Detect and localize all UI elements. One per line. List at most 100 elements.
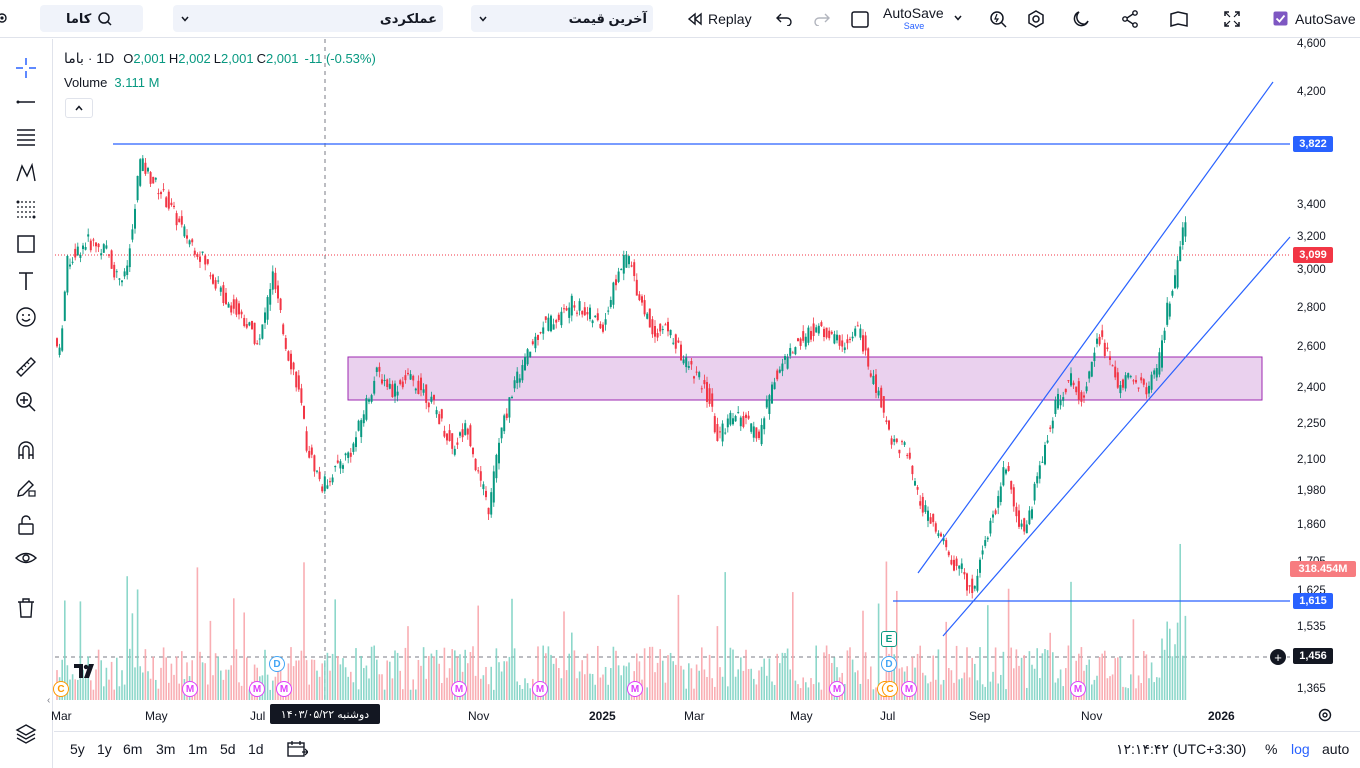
percent-toggle[interactable]: %: [1265, 741, 1278, 757]
event-marker-m[interactable]: M: [901, 681, 917, 697]
pattern-tool[interactable]: [10, 158, 42, 188]
candle-body: [524, 357, 526, 371]
volume-bar: [610, 668, 612, 700]
candle-body: [937, 533, 940, 537]
timeframe-button[interactable]: 5y: [70, 741, 85, 757]
line-icon: [14, 90, 38, 114]
indicator-select[interactable]: عملکردی: [173, 5, 443, 32]
layout-checkbox[interactable]: [850, 5, 870, 32]
undo-button[interactable]: [775, 5, 793, 32]
event-marker-m[interactable]: M: [532, 681, 548, 697]
volume-bar: [404, 647, 407, 700]
candle-body: [843, 347, 846, 351]
candle-body: [1083, 395, 1085, 398]
event-marker-m[interactable]: M: [451, 681, 467, 697]
volume-bar: [846, 650, 849, 700]
magnet-tool[interactable]: [10, 436, 42, 466]
candle-body: [1145, 387, 1148, 395]
object-tree-tool[interactable]: [10, 719, 42, 749]
candle-body: [1171, 291, 1174, 296]
candle-body: [804, 336, 807, 347]
candle-body: [1103, 342, 1106, 356]
chart-settings-icon[interactable]: [1317, 707, 1333, 728]
volume-bar: [945, 621, 947, 700]
timeframe-button[interactable]: 5d: [220, 741, 236, 757]
volume-label[interactable]: Volume: [64, 74, 108, 90]
collapse-legend-button[interactable]: [65, 98, 93, 118]
forecast-tool[interactable]: [10, 194, 42, 224]
volume-bar: [693, 688, 695, 700]
replay-button[interactable]: Replay: [686, 5, 752, 32]
share-icon[interactable]: [1120, 5, 1140, 32]
remove-tool[interactable]: [10, 593, 42, 623]
legend-symbol[interactable]: باما: [64, 49, 84, 66]
event-marker-e[interactable]: E: [881, 631, 897, 647]
fib-tool[interactable]: [10, 122, 42, 152]
volume-bar: [968, 677, 971, 700]
volume-bar: [664, 682, 667, 700]
candle-body: [773, 382, 776, 390]
crosshair-plus-button[interactable]: +: [1270, 649, 1286, 665]
shapes-tool[interactable]: [10, 229, 42, 259]
candle-body: [973, 585, 976, 589]
timeframe-button[interactable]: 1y: [97, 741, 112, 757]
timeframe-button[interactable]: 1m: [188, 741, 208, 757]
clock-text[interactable]: ۱۲:۱۴:۴۲ (UTC+3:30): [1116, 741, 1247, 757]
candle-body: [121, 280, 123, 283]
auto-toggle[interactable]: auto: [1322, 741, 1350, 757]
volume-bar: [937, 649, 940, 700]
emoji-tool[interactable]: [10, 302, 42, 332]
scroll-left-icon[interactable]: ‹: [47, 695, 51, 706]
volume-bar: [175, 656, 178, 700]
legend-interval[interactable]: 1D: [96, 50, 115, 66]
volume-bar: [100, 660, 102, 700]
volume-bar: [820, 689, 823, 700]
eye-icon[interactable]: [0, 10, 10, 26]
event-marker-c[interactable]: C: [882, 681, 898, 697]
event-marker-m[interactable]: M: [249, 681, 265, 697]
autosave-toggle[interactable]: AutoSave: [1273, 5, 1356, 32]
crosshair-tool[interactable]: [10, 53, 42, 83]
volume-bar: [695, 664, 698, 700]
candle-body: [830, 331, 833, 334]
text-tool[interactable]: [10, 266, 42, 296]
lock-tool[interactable]: [10, 510, 42, 540]
price-type-select[interactable]: آخرین قیمت: [471, 5, 653, 32]
timeframe-button[interactable]: 6m: [123, 741, 143, 757]
fullscreen-icon[interactable]: [1222, 5, 1242, 32]
quick-search-icon[interactable]: [988, 5, 1008, 32]
volume-bar: [940, 684, 942, 700]
measure-tool[interactable]: [10, 352, 42, 382]
autosave-button[interactable]: AutoSave Save: [883, 5, 963, 33]
event-marker-m[interactable]: M: [276, 681, 292, 697]
zoom-tool[interactable]: [10, 387, 42, 417]
hide-tool[interactable]: [10, 543, 42, 573]
volume-bar: [552, 663, 555, 700]
redo-button[interactable]: [813, 5, 831, 32]
candle-body: [1119, 385, 1122, 394]
log-toggle[interactable]: log: [1291, 741, 1310, 757]
event-marker-d[interactable]: D: [269, 656, 285, 672]
snapshot-icon[interactable]: [1168, 5, 1190, 32]
candle-body: [862, 335, 864, 352]
settings-icon[interactable]: [1026, 5, 1046, 32]
timeframe-button[interactable]: 1d: [248, 741, 264, 757]
volume-bar: [155, 679, 157, 700]
volume-bar: [1169, 628, 1171, 700]
event-marker-d[interactable]: D: [881, 656, 897, 672]
volume-bar: [654, 672, 656, 700]
event-marker-m[interactable]: M: [182, 681, 198, 697]
event-marker-m[interactable]: M: [829, 681, 845, 697]
event-marker-m[interactable]: M: [627, 681, 643, 697]
event-marker-c[interactable]: C: [53, 681, 69, 697]
candle-body: [183, 226, 186, 237]
moon-icon[interactable]: [1071, 5, 1091, 32]
timeframe-button[interactable]: 3m: [156, 741, 176, 757]
trend-line-tool[interactable]: [10, 87, 42, 117]
stay-drawing-tool[interactable]: [10, 473, 42, 503]
symbol-search[interactable]: کاما: [40, 5, 143, 32]
volume-bar: [677, 594, 680, 700]
date-range-icon[interactable]: [286, 740, 309, 761]
event-marker-m[interactable]: M: [1070, 681, 1086, 697]
